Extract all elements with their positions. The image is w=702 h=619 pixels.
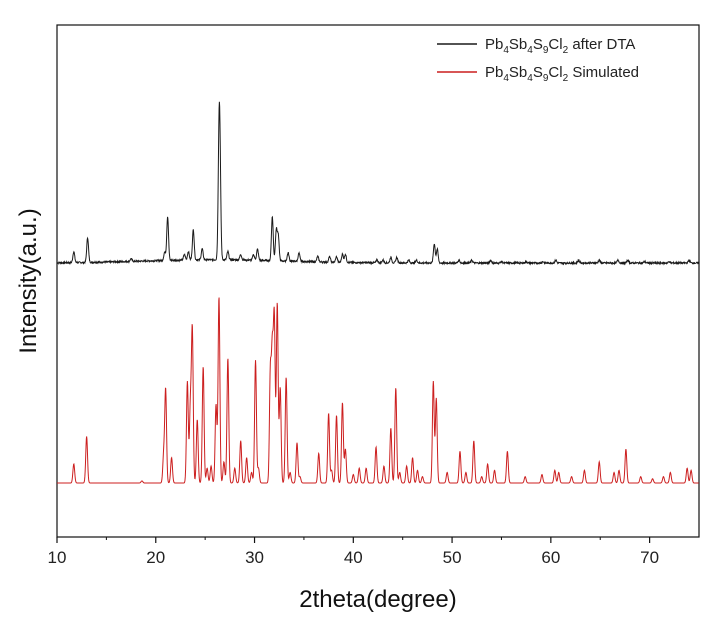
y-axis-title: Intensity(a.u.) (15, 208, 42, 353)
series-line-simulated (57, 297, 699, 484)
x-tick-label-40: 40 (344, 548, 363, 567)
x-tick-label-70: 70 (640, 548, 659, 567)
legend-label-simulated: Pb4Sb4S9Cl2 Simulated (485, 64, 639, 84)
series-layer (56, 101, 699, 484)
legend: Pb4Sb4S9Cl2 after DTA Pb4Sb4S9Cl2 Simulat… (437, 36, 639, 84)
x-tick-label-10: 10 (48, 548, 67, 567)
legend-label-after-dta: Pb4Sb4S9Cl2 after DTA (485, 36, 635, 56)
series-line-after-dta (56, 101, 699, 266)
x-tick-label-60: 60 (541, 548, 560, 567)
x-tick-label-30: 30 (245, 548, 264, 567)
x-axis-ticks: 10 20 30 40 50 60 70 (48, 537, 659, 567)
x-tick-label-20: 20 (146, 548, 165, 567)
plot-area (56, 24, 700, 538)
x-tick-label-50: 50 (443, 548, 462, 567)
x-axis-title: 2theta(degree) (299, 586, 456, 613)
